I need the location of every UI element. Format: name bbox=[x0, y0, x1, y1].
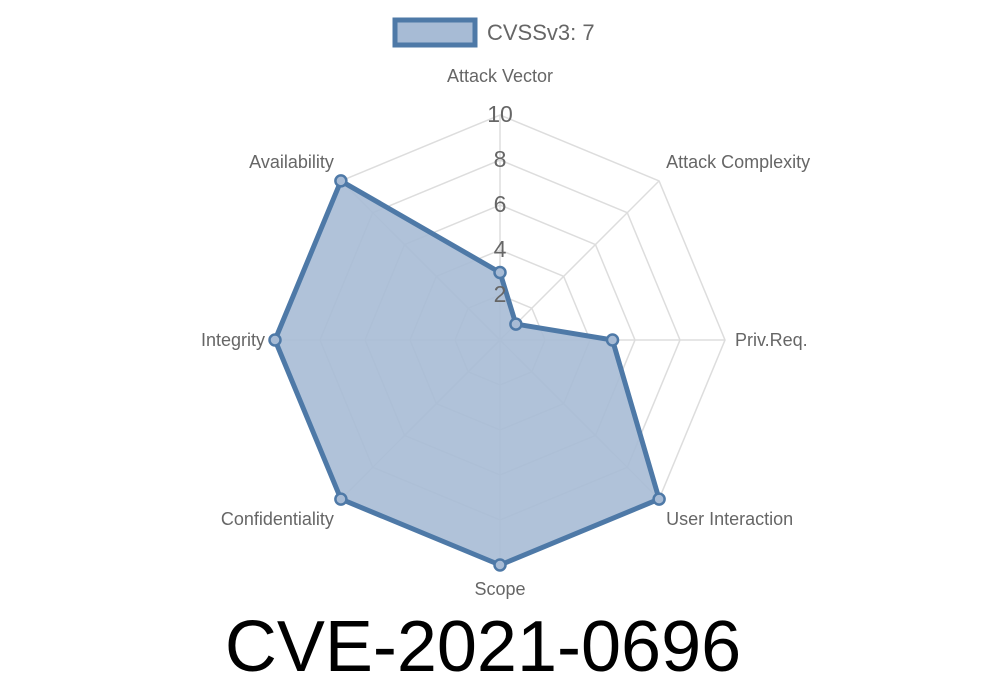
axis-label: Availability bbox=[249, 152, 334, 172]
axis-label: Attack Vector bbox=[447, 66, 553, 86]
axis-labels: Attack Vector Attack Complexity Priv.Req. U… bbox=[201, 66, 810, 599]
axis-label: Priv.Req. bbox=[735, 330, 808, 350]
data-point-1 bbox=[509, 317, 523, 331]
tick-label: 2 bbox=[494, 281, 507, 307]
tick-label: 8 bbox=[494, 146, 507, 172]
tick-label: 10 bbox=[487, 101, 513, 127]
series-layer bbox=[268, 174, 666, 572]
axis-label: Integrity bbox=[201, 330, 265, 350]
tick-labels: 2 4 6 8 10 bbox=[487, 101, 513, 307]
tick-label: 4 bbox=[494, 236, 507, 262]
legend-label: CVSSv3: 7 bbox=[487, 20, 595, 45]
chart-title: CVE-2021-0696 bbox=[225, 607, 741, 687]
tick-label: 6 bbox=[494, 191, 507, 217]
axis-label: User Interaction bbox=[666, 509, 793, 529]
legend-swatch bbox=[392, 17, 478, 48]
data-point-6 bbox=[268, 333, 282, 347]
axis-label: Confidentiality bbox=[221, 509, 334, 529]
data-point-7 bbox=[334, 174, 348, 188]
data-point-4 bbox=[493, 558, 507, 572]
axis-label: Attack Complexity bbox=[666, 152, 810, 172]
legend: CVSSv3: 7 bbox=[392, 17, 595, 48]
data-point-2 bbox=[605, 333, 620, 347]
data-point-3 bbox=[652, 492, 666, 506]
axis-label: Scope bbox=[474, 579, 525, 599]
data-point-5 bbox=[334, 492, 348, 506]
data-point-0 bbox=[493, 265, 507, 280]
grid-spoke bbox=[499, 180, 660, 341]
